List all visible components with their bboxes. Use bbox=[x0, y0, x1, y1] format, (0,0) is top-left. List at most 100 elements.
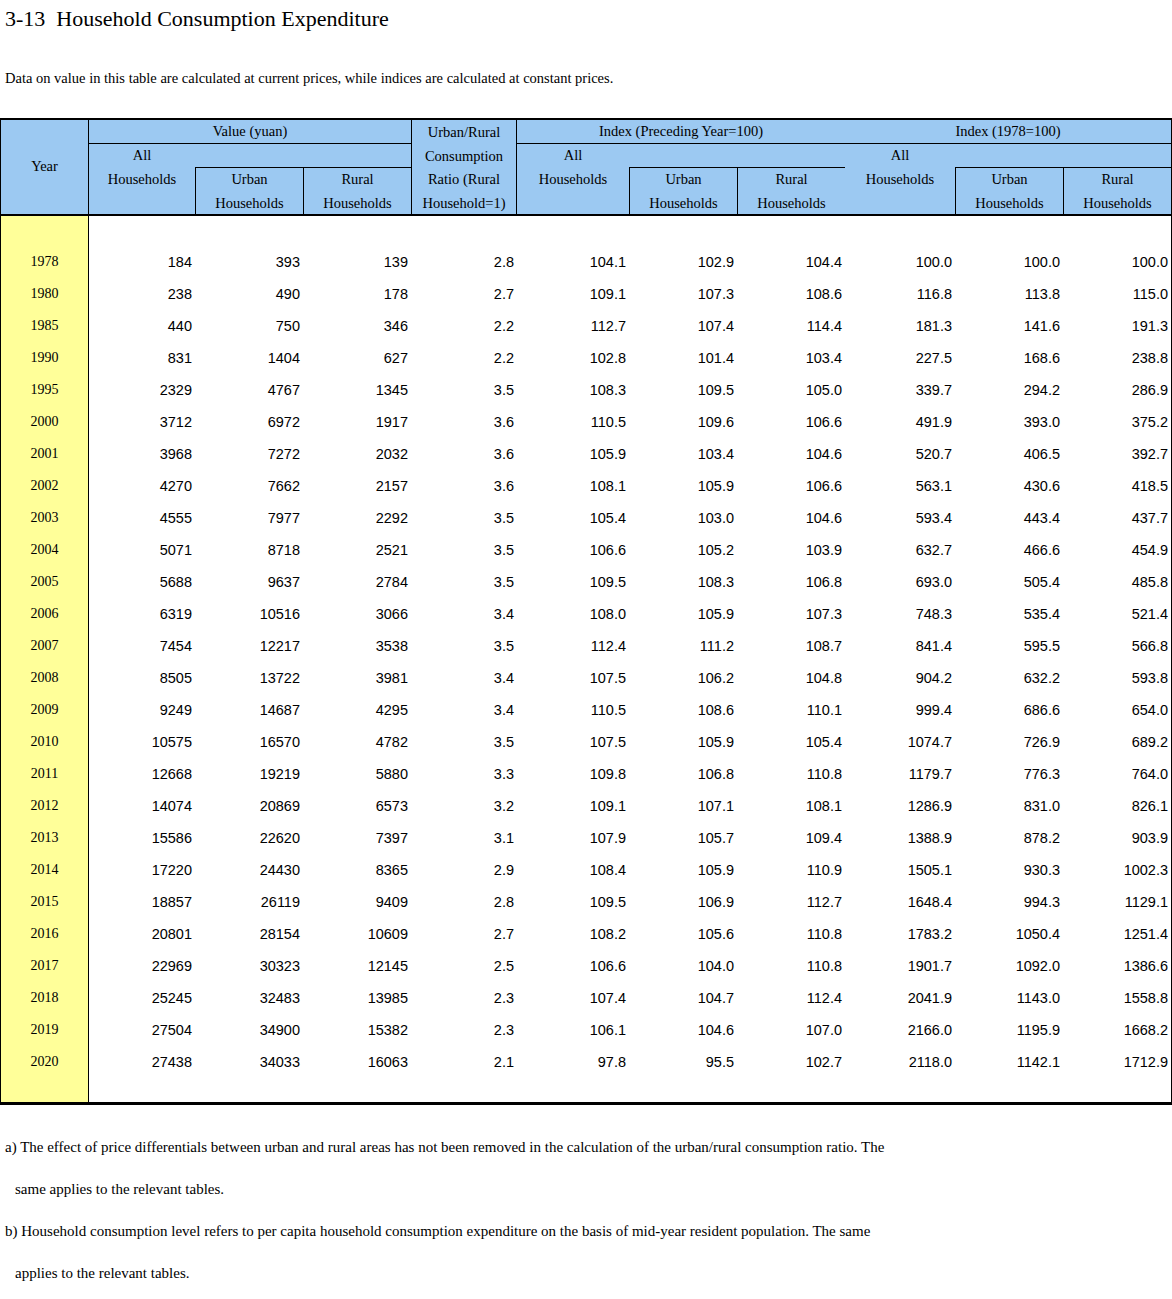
value-cell: 3.5 bbox=[411, 502, 517, 534]
value-cell: 443.4 bbox=[955, 502, 1063, 534]
year-cell: 2008 bbox=[1, 662, 89, 694]
value-cell: 32483 bbox=[195, 982, 303, 1014]
table-row: 20024270766221573.6108.1105.9106.6563.14… bbox=[1, 470, 1171, 502]
value-cell: 1917 bbox=[303, 406, 411, 438]
header-sub-line: Urban bbox=[196, 168, 303, 192]
value-cell: 110.8 bbox=[737, 758, 845, 790]
value-cell: 104.4 bbox=[737, 246, 845, 278]
value-cell: 1345 bbox=[303, 374, 411, 406]
value-cell: 104.6 bbox=[737, 438, 845, 470]
value-cell: 2118.0 bbox=[845, 1046, 955, 1078]
value-cell: 12145 bbox=[303, 950, 411, 982]
header-ratio-line: Household=1) bbox=[412, 192, 516, 215]
value-cell: 3981 bbox=[303, 662, 411, 694]
value-cell: 16570 bbox=[195, 726, 303, 758]
value-cell: 107.5 bbox=[517, 662, 629, 694]
value-cell: 115.0 bbox=[1063, 278, 1171, 310]
value-cell: 109.6 bbox=[629, 406, 737, 438]
value-cell: 1142.1 bbox=[955, 1046, 1063, 1078]
value-cell: 440 bbox=[89, 310, 195, 342]
value-cell: 3.6 bbox=[411, 406, 517, 438]
value-cell: 5880 bbox=[303, 758, 411, 790]
header-group-index-preceding: Index (Preceding Year=100) bbox=[517, 120, 845, 144]
value-cell: 108.7 bbox=[737, 630, 845, 662]
value-cell: 1074.7 bbox=[845, 726, 955, 758]
header-sub-line: All bbox=[845, 144, 955, 168]
value-cell: 102.9 bbox=[629, 246, 737, 278]
value-cell: 1648.4 bbox=[845, 886, 955, 918]
value-cell: 112.7 bbox=[517, 310, 629, 342]
value-cell: 1092.0 bbox=[955, 950, 1063, 982]
table-row: 20182524532483139852.3107.4104.7112.4204… bbox=[1, 982, 1171, 1014]
value-cell: 2032 bbox=[303, 438, 411, 470]
value-cell: 7977 bbox=[195, 502, 303, 534]
value-cell: 107.0 bbox=[737, 1014, 845, 1046]
value-cell: 491.9 bbox=[845, 406, 955, 438]
value-cell: 1129.1 bbox=[1063, 886, 1171, 918]
value-cell: 104.8 bbox=[737, 662, 845, 694]
header-value-all-households: AllHouseholds bbox=[89, 144, 195, 214]
value-cell: 764.0 bbox=[1063, 758, 1171, 790]
header-sub-line: Urban bbox=[956, 168, 1063, 192]
value-cell: 2329 bbox=[89, 374, 195, 406]
value-cell: 108.6 bbox=[629, 694, 737, 726]
value-cell: 3.6 bbox=[411, 438, 517, 470]
value-cell: 191.3 bbox=[1063, 310, 1171, 342]
table-row: 20034555797722923.5105.4103.0104.6593.44… bbox=[1, 502, 1171, 534]
value-cell: 108.1 bbox=[737, 790, 845, 822]
value-cell: 10609 bbox=[303, 918, 411, 950]
value-cell: 100.0 bbox=[1063, 246, 1171, 278]
value-cell bbox=[955, 216, 1063, 246]
footnote-a-line1: a) The effect of price differentials bet… bbox=[5, 1139, 884, 1156]
value-cell: 110.5 bbox=[517, 406, 629, 438]
value-cell: 693.0 bbox=[845, 566, 955, 598]
value-cell: 27504 bbox=[89, 1014, 195, 1046]
value-cell: 106.6 bbox=[737, 406, 845, 438]
table-row: 200774541221735383.5112.4111.2108.7841.4… bbox=[1, 630, 1171, 662]
value-cell: 20801 bbox=[89, 918, 195, 950]
value-cell: 141.6 bbox=[955, 310, 1063, 342]
value-cell: 106.8 bbox=[737, 566, 845, 598]
value-cell: 2.2 bbox=[411, 342, 517, 374]
value-cell: 831.0 bbox=[955, 790, 1063, 822]
footnote-a-line2: same applies to the relevant tables. bbox=[5, 1181, 224, 1198]
value-cell: 1050.4 bbox=[955, 918, 1063, 950]
value-cell: 105.9 bbox=[629, 470, 737, 502]
value-cell: 110.9 bbox=[737, 854, 845, 886]
year-cell bbox=[1, 216, 89, 246]
header-sub-line: Rural bbox=[738, 168, 845, 192]
value-cell: 112.7 bbox=[737, 886, 845, 918]
table-row: 19952329476713453.5108.3109.5105.0339.72… bbox=[1, 374, 1171, 406]
footnote-b-line2: applies to the relevant tables. bbox=[5, 1265, 190, 1282]
value-cell: 109.5 bbox=[629, 374, 737, 406]
table-row: 20162080128154106092.7108.2105.6110.8178… bbox=[1, 918, 1171, 950]
value-cell: 593.8 bbox=[1063, 662, 1171, 694]
table-row: 2014172202443083652.9108.4105.9110.91505… bbox=[1, 854, 1171, 886]
value-cell: 2.5 bbox=[411, 950, 517, 982]
value-cell: 393 bbox=[195, 246, 303, 278]
value-cell: 114.4 bbox=[737, 310, 845, 342]
value-cell: 109.1 bbox=[517, 278, 629, 310]
value-cell: 109.8 bbox=[517, 758, 629, 790]
value-cell: 13722 bbox=[195, 662, 303, 694]
value-cell: 2784 bbox=[303, 566, 411, 598]
value-cell: 4295 bbox=[303, 694, 411, 726]
header-sub-line: Rural bbox=[1064, 168, 1171, 192]
value-cell: 27438 bbox=[89, 1046, 195, 1078]
year-cell: 2016 bbox=[1, 918, 89, 950]
table-row: 19802384901782.7109.1107.3108.6116.8113.… bbox=[1, 278, 1171, 310]
table-row: 20055688963727843.5109.5108.3106.8693.05… bbox=[1, 566, 1171, 598]
table-row: 199083114046272.2102.8101.4103.4227.5168… bbox=[1, 342, 1171, 374]
year-cell: 2006 bbox=[1, 598, 89, 630]
value-cell: 3.5 bbox=[411, 726, 517, 758]
value-cell: 994.3 bbox=[955, 886, 1063, 918]
year-cell: 2012 bbox=[1, 790, 89, 822]
value-cell: 903.9 bbox=[1063, 822, 1171, 854]
value-cell: 294.2 bbox=[955, 374, 1063, 406]
header-group-value: Value (yuan) bbox=[89, 120, 411, 144]
value-cell: 4782 bbox=[303, 726, 411, 758]
value-cell: 107.4 bbox=[629, 310, 737, 342]
value-cell: 106.6 bbox=[737, 470, 845, 502]
value-cell bbox=[195, 216, 303, 246]
value-cell: 406.5 bbox=[955, 438, 1063, 470]
